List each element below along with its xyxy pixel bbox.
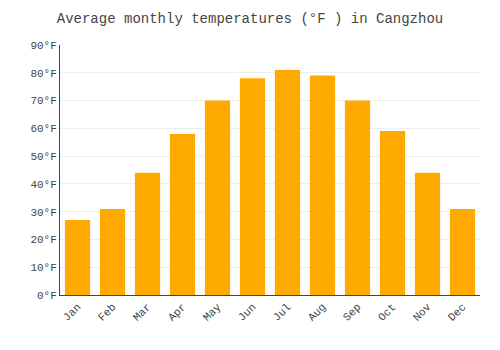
svg-text:90°F: 90°F [30, 40, 56, 52]
svg-text:60°F: 60°F [30, 123, 56, 135]
svg-text:Jul: Jul [271, 301, 293, 323]
svg-text:40°F: 40°F [30, 179, 56, 191]
svg-text:0°F: 0°F [37, 290, 57, 302]
svg-text:Jan: Jan [61, 301, 83, 323]
svg-text:Nov: Nov [411, 301, 434, 324]
svg-text:70°F: 70°F [30, 95, 56, 107]
svg-text:80°F: 80°F [30, 68, 56, 80]
svg-text:Dec: Dec [446, 301, 468, 323]
svg-text:10°F: 10°F [30, 262, 56, 274]
svg-text:Feb: Feb [96, 301, 118, 323]
svg-text:Aug: Aug [306, 301, 328, 323]
svg-text:Jun: Jun [236, 301, 258, 323]
svg-text:Oct: Oct [376, 301, 398, 323]
svg-text:May: May [201, 301, 224, 324]
svg-text:Mar: Mar [131, 301, 153, 323]
svg-text:Average monthly temperatures (: Average monthly temperatures (°F ) in Ca… [57, 11, 443, 27]
svg-text:Sep: Sep [341, 301, 363, 323]
svg-text:50°F: 50°F [30, 151, 56, 163]
svg-text:20°F: 20°F [30, 234, 56, 246]
svg-text:30°F: 30°F [30, 207, 56, 219]
svg-text:Apr: Apr [166, 301, 188, 323]
